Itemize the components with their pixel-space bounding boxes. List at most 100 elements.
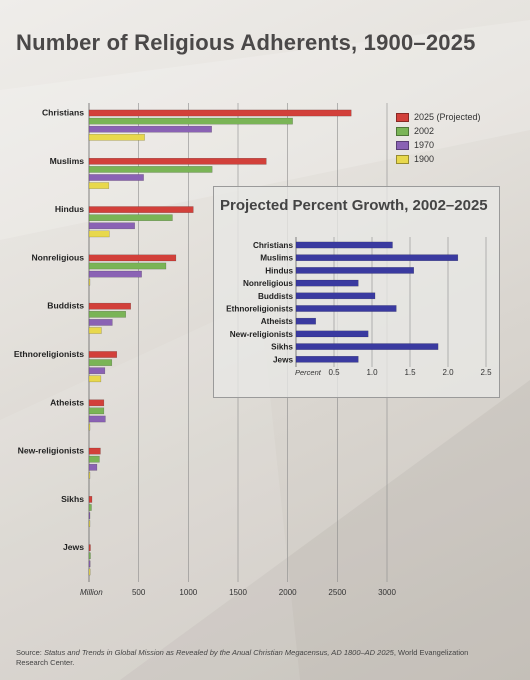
legend-swatch-1900 (396, 154, 409, 164)
inset-bar-hindus (295, 267, 415, 274)
bar-hindus-1970 (88, 222, 135, 230)
bar-jews-1900 (88, 568, 91, 576)
inset-category-label-jews: Jews (273, 355, 293, 364)
legend-swatch-1970 (396, 140, 409, 150)
inset-category-label-muslims: Muslims (260, 254, 293, 263)
category-label-nonreligious: Nonreligious (31, 252, 84, 262)
bar-new-religionists-2025-projected (88, 447, 101, 455)
x-tick-label-3000: 3000 (378, 588, 396, 597)
category-label-ethnoreligionists: Ethnoreligionists (14, 349, 84, 359)
source-title: Status and Trends in Global Mission as R… (43, 648, 394, 657)
inset-category-label-new-religionists: New-religionists (230, 330, 294, 339)
bar-muslims-1900 (88, 182, 110, 189)
bar-sikhs-1900 (88, 520, 91, 527)
inset-bar-muslims (295, 254, 459, 261)
bar-buddists-1970 (88, 319, 113, 326)
bar-christians-1900 (88, 133, 145, 141)
x-tick-label-1000: 1000 (179, 588, 197, 597)
bar-jews-2025-projected (88, 544, 91, 551)
inset-bar-sikhs (295, 343, 439, 350)
bar-nonreligious-2002 (88, 262, 167, 270)
category-label-sikhs: Sikhs (61, 494, 84, 504)
bar-hindus-2025-projected (88, 206, 194, 213)
inset-x-tick-label-2-0: 2.0 (442, 368, 454, 377)
inset-bar-ethnoreligionists (295, 305, 397, 312)
inset-category-label-christians: Christians (253, 241, 293, 250)
legend-label-2025: 2025 (Projected) (414, 112, 481, 122)
bar-muslims-2025-projected (88, 157, 267, 165)
legend-item-2002: 2002 (396, 124, 481, 138)
inset-x-tick-label-0-5: 0.5 (328, 368, 340, 377)
legend-label-2002: 2002 (414, 126, 435, 136)
inset-bar-chart: Christians Muslims Hindus Nonreligious Buddi… (226, 237, 492, 377)
inset-bar-nonreligious (295, 279, 359, 287)
bar-christians-1970 (88, 125, 212, 133)
inset-category-label-sikhs: Sikhs (271, 343, 293, 352)
source-note: Source: Status and Trends in Global Miss… (16, 648, 486, 668)
inset-bar-christians (295, 241, 393, 249)
inset-category-label-atheists: Atheists (261, 317, 294, 326)
inset-bar-atheists (295, 317, 316, 325)
bar-muslims-1970 (88, 174, 144, 181)
inset-chart-title: Projected Percent Growth, 2002–2025 (220, 197, 488, 214)
category-label-buddists: Buddists (47, 301, 84, 311)
bar-christians-2025-projected (88, 109, 352, 117)
bar-sikhs-2002 (88, 504, 92, 511)
bar-new-religionists-2002 (88, 455, 100, 463)
bar-atheists-2002 (88, 407, 105, 415)
legend-label-1900: 1900 (414, 154, 435, 164)
bar-sikhs-1970 (88, 512, 91, 519)
category-label-atheists: Atheists (50, 397, 84, 407)
bar-atheists-1900 (88, 423, 91, 431)
chart-title: Number of Religious Adherents, 1900–2025 (16, 30, 476, 55)
inset-growth-chart-panel: Projected Percent Growth, 2002–2025 Chri… (213, 186, 500, 398)
category-label-jews: Jews (63, 542, 84, 552)
inset-category-label-nonreligious: Nonreligious (243, 279, 293, 288)
legend-item-1900: 1900 (396, 152, 481, 166)
bar-new-religionists-1970 (88, 464, 98, 471)
bar-buddists-2025-projected (88, 302, 131, 310)
bar-nonreligious-1970 (88, 270, 142, 278)
inset-category-label-buddists: Buddists (258, 292, 293, 301)
source-suffix: , World Evangelization Research Center. (16, 648, 469, 667)
legend-label-1970: 1970 (414, 140, 435, 150)
category-label-christians: Christians (42, 108, 84, 118)
bar-hindus-2002 (88, 214, 173, 222)
bar-christians-2002 (88, 117, 293, 125)
bar-ethnoreligionists-2002 (88, 359, 113, 366)
x-tick-label-2000: 2000 (279, 588, 297, 597)
inset-x-tick-label-2-5: 2.5 (480, 368, 492, 377)
x-axis-label: Million (80, 588, 103, 597)
bar-ethnoreligionists-1900 (88, 375, 102, 383)
inset-x-tick-label-1-0: 1.0 (366, 368, 378, 377)
bar-nonreligious-2025-projected (88, 254, 177, 262)
category-label-hindus: Hindus (55, 204, 84, 214)
source-prefix: Source: (16, 648, 44, 657)
inset-category-label-hindus: Hindus (265, 266, 293, 275)
bar-nonreligious-1900 (88, 278, 91, 286)
inset-category-label-ethnoreligionists: Ethnoreligionists (226, 305, 293, 314)
x-tick-label-1500: 1500 (229, 588, 247, 597)
x-tick-label-2500: 2500 (328, 588, 346, 597)
bar-atheists-1970 (88, 415, 106, 423)
inset-bar-new-religionists (295, 330, 369, 338)
bar-jews-2002 (88, 552, 91, 560)
legend-item-2025: 2025 (Projected) (396, 110, 481, 124)
inset-x-tick-label-1-5: 1.5 (404, 368, 416, 377)
bar-new-religionists-1900 (88, 472, 91, 479)
category-label-new-religionists: New-religionists (18, 446, 85, 456)
legend-swatch-2002 (396, 126, 409, 136)
legend: 2025 (Projected) 2002 1970 1900 (396, 110, 481, 166)
bar-buddists-2002 (88, 311, 126, 318)
bar-ethnoreligionists-2025-projected (88, 351, 118, 358)
inset-x-axis-label: Percent (295, 368, 322, 377)
bar-hindus-1900 (88, 230, 110, 238)
bar-atheists-2025-projected (88, 399, 105, 407)
bar-sikhs-2025-projected (88, 496, 93, 503)
category-label-muslims: Muslims (50, 156, 85, 166)
x-tick-label-500: 500 (132, 588, 146, 597)
inset-bar-buddists (295, 292, 376, 300)
bar-buddists-1900 (88, 327, 102, 334)
